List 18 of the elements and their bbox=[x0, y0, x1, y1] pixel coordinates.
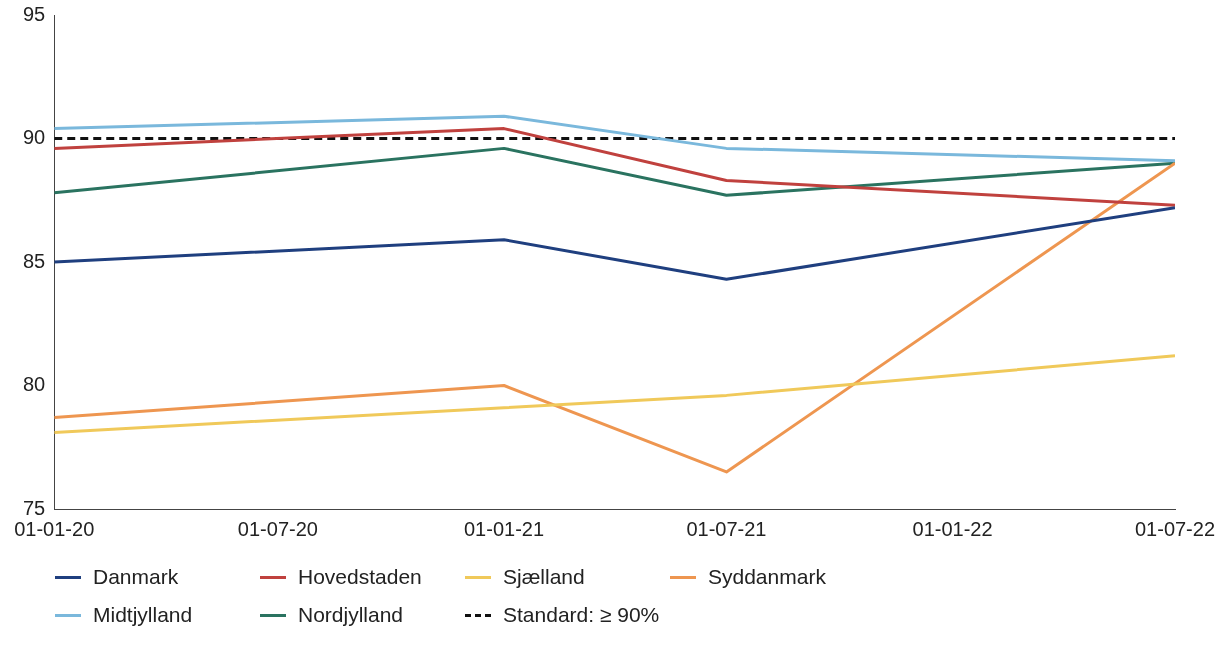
legend-label: Midtjylland bbox=[93, 603, 193, 627]
y-tick-label: 80 bbox=[23, 373, 46, 396]
y-tick-label: 95 bbox=[23, 2, 46, 25]
y-tick-label: 90 bbox=[23, 126, 46, 149]
x-tick-label: 01-07-22 bbox=[1134, 517, 1216, 540]
x-tick-label: 01-01-21 bbox=[463, 517, 545, 540]
y-tick-label: 75 bbox=[23, 496, 46, 519]
legend-label: Sjælland bbox=[503, 565, 585, 589]
x-tick-label: 01-01-22 bbox=[912, 517, 993, 540]
legend-label: Standard: ≥ 90% bbox=[503, 603, 660, 627]
legend-label: Hovedstaden bbox=[298, 565, 422, 589]
x-tick-label: 01-07-20 bbox=[237, 517, 318, 540]
y-tick-label: 85 bbox=[23, 249, 46, 272]
x-tick-label: 01-07-21 bbox=[686, 517, 767, 540]
legend-label: Danmark bbox=[93, 565, 179, 589]
legend-label: Nordjylland bbox=[298, 603, 404, 627]
x-tick-label: 01-01-20 bbox=[14, 517, 95, 540]
legend-label: Syddanmark bbox=[708, 565, 826, 589]
